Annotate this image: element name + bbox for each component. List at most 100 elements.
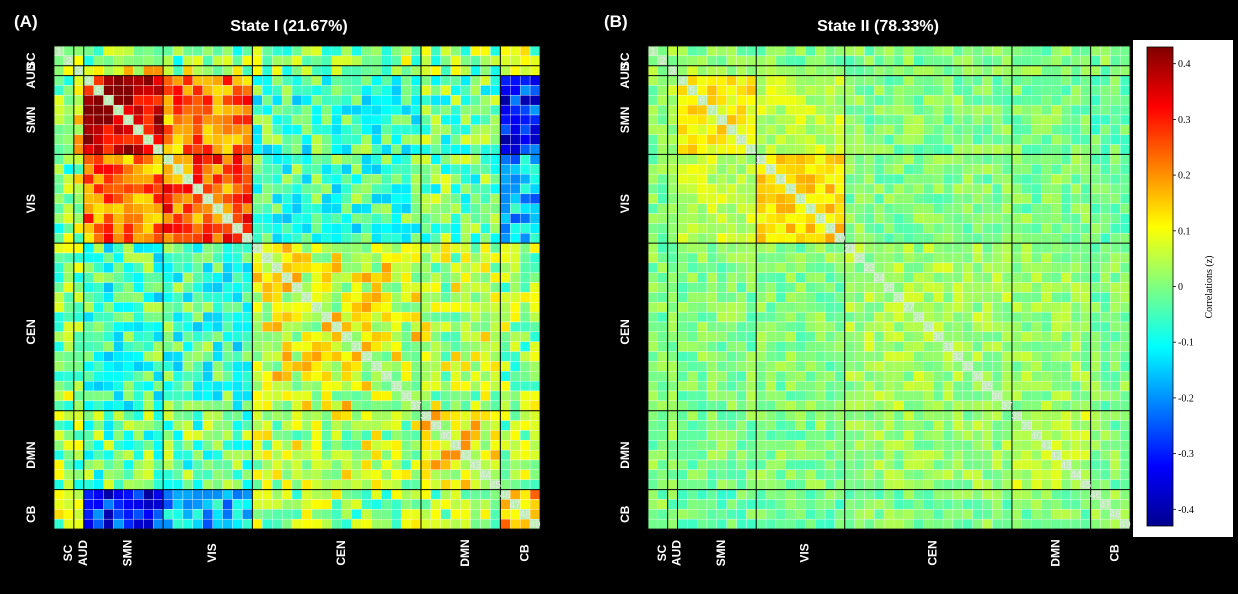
heatmap-cell (460, 85, 471, 96)
heatmap-cell (371, 104, 382, 116)
heatmap-cell (123, 380, 134, 392)
heatmap-cell (162, 400, 174, 411)
heatmap-cell (272, 400, 283, 411)
heatmap-cell (311, 410, 322, 421)
heatmap-cell (301, 75, 313, 86)
heatmap-cell (490, 164, 501, 175)
heatmap-cell (854, 341, 865, 352)
heatmap-cell (232, 262, 243, 273)
heatmap-cell (706, 292, 718, 303)
heatmap-cell (982, 282, 993, 293)
heatmap-cell (143, 292, 154, 303)
heatmap-cell (785, 400, 796, 411)
heatmap-cell (647, 242, 659, 254)
heatmap-cell (1090, 292, 1101, 303)
heatmap-cell (687, 262, 698, 273)
heatmap-cell (687, 479, 698, 490)
heatmap-cell (450, 104, 461, 116)
heatmap-cell (222, 459, 233, 471)
heatmap-cell (430, 104, 441, 116)
heatmap-cell (272, 302, 283, 313)
heatmap-cell (311, 390, 322, 402)
heatmap-cell (1070, 331, 1081, 342)
heatmap-cell (765, 420, 777, 431)
heatmap-cell (262, 380, 273, 392)
heatmap-cell (992, 509, 1003, 520)
heatmap-cell (903, 154, 914, 165)
heatmap-cell (153, 518, 164, 530)
heatmap-cell (854, 311, 865, 323)
heatmap-cell (262, 449, 273, 461)
heatmap-cell (510, 45, 521, 57)
heatmap-cell (212, 311, 223, 323)
heatmap-cell (1051, 134, 1062, 145)
heatmap-cell (63, 449, 75, 461)
heatmap-cell (647, 341, 659, 352)
heatmap-cell (162, 331, 174, 342)
heatmap-cell (1031, 203, 1042, 214)
heatmap-cell (440, 380, 451, 392)
heatmap-cell (440, 351, 451, 362)
heatmap-cell (972, 420, 983, 431)
heatmap-cell (1021, 479, 1032, 490)
heatmap-cell (133, 400, 144, 411)
heatmap-cell (410, 272, 422, 283)
heatmap-cell (1051, 262, 1062, 273)
heatmap-cell (667, 85, 678, 96)
heatmap-cell (795, 390, 806, 402)
heatmap-cell (1051, 311, 1062, 323)
heatmap-cell (706, 45, 718, 57)
heatmap-cell (765, 134, 777, 145)
heatmap-cell (1080, 203, 1091, 214)
heatmap-cell (281, 361, 293, 372)
heatmap-cell (824, 213, 836, 224)
heatmap-cell (519, 252, 531, 264)
heatmap-cell (341, 104, 352, 116)
heatmap-cell (1021, 361, 1032, 372)
heatmap-cell (1011, 65, 1022, 76)
heatmap-cell (775, 134, 786, 145)
heatmap-cell (697, 252, 708, 264)
heatmap-cell (942, 380, 954, 392)
heatmap-cell (726, 321, 737, 333)
heatmap-cell (172, 459, 184, 471)
heatmap-cell (716, 233, 727, 244)
heatmap-cell (933, 380, 944, 392)
heatmap-cell (281, 351, 293, 362)
heatmap-cell (765, 262, 777, 273)
heatmap-cell (756, 45, 767, 57)
heatmap-cell (1070, 183, 1081, 195)
heatmap-cell (490, 459, 501, 471)
heatmap-cell (1110, 351, 1121, 362)
heatmap-cell (647, 351, 659, 362)
heatmap-cell (500, 124, 511, 135)
heatmap-cell (301, 400, 313, 411)
heatmap-cell (331, 124, 342, 135)
heatmap-cell (510, 459, 521, 471)
heatmap-cell (500, 440, 511, 451)
heatmap-cell (430, 380, 441, 392)
heatmap-cell (341, 45, 352, 57)
heatmap-cell (903, 341, 914, 352)
heatmap-cell (172, 95, 184, 106)
heatmap-cell (113, 262, 124, 273)
heatmap-cell (913, 233, 924, 244)
heatmap-cell (291, 272, 303, 283)
heatmap-cell (824, 380, 836, 392)
heatmap-cell (311, 469, 322, 480)
diagonal-component-number: 9 (136, 125, 142, 136)
heatmap-cell (450, 400, 461, 411)
heatmap-cell (321, 390, 332, 402)
heatmap-cell (63, 321, 75, 333)
heatmap-cell (1090, 479, 1101, 490)
heatmap-cell (706, 489, 718, 500)
heatmap-cell (736, 233, 747, 244)
heatmap-cell (1100, 242, 1111, 254)
heatmap-cell (480, 341, 491, 352)
heatmap-cell (883, 341, 895, 352)
heatmap-cell (677, 173, 688, 185)
heatmap-cell (1119, 272, 1131, 283)
heatmap-cell (490, 193, 501, 204)
colorbar-tick-label: -0.4 (1178, 505, 1194, 516)
heatmap-cell (726, 203, 737, 214)
